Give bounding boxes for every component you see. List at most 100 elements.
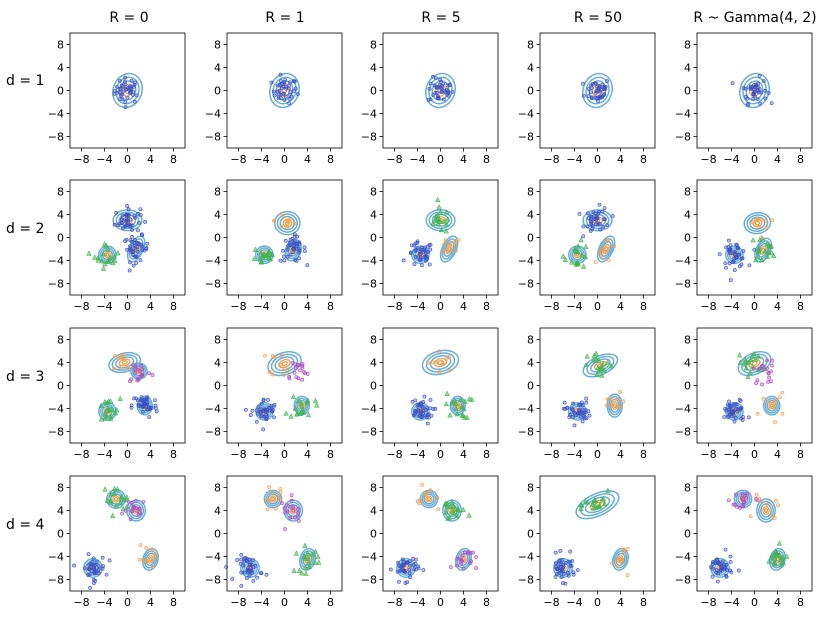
density-contour bbox=[138, 397, 152, 414]
data-point bbox=[577, 409, 581, 414]
plot-frame bbox=[382, 327, 499, 444]
data-point bbox=[395, 569, 400, 574]
data-point bbox=[442, 500, 449, 506]
data-point bbox=[578, 236, 584, 243]
data-point bbox=[280, 501, 284, 506]
density-contour-inner bbox=[425, 495, 433, 503]
data-point bbox=[302, 249, 307, 253]
data-point bbox=[760, 363, 765, 368]
data-point bbox=[144, 560, 149, 565]
y-tick-label: −4 bbox=[48, 551, 64, 564]
data-point bbox=[126, 499, 131, 504]
data-point bbox=[593, 355, 600, 362]
x-tick-label: 0 bbox=[124, 153, 131, 166]
y-tick-label: −8 bbox=[48, 574, 64, 587]
data-point bbox=[597, 202, 602, 207]
data-point bbox=[251, 558, 256, 563]
y-tick-label: 4 bbox=[527, 209, 534, 222]
y-tick-label: 4 bbox=[214, 209, 221, 222]
data-point bbox=[563, 581, 568, 586]
data-point bbox=[446, 90, 451, 95]
data-point bbox=[741, 415, 745, 419]
data-point bbox=[571, 572, 576, 577]
x-tick-label: 0 bbox=[437, 153, 444, 166]
data-point bbox=[411, 556, 416, 561]
data-point bbox=[720, 559, 725, 564]
data-point bbox=[410, 399, 415, 404]
data-point bbox=[129, 377, 134, 382]
data-point bbox=[428, 398, 433, 402]
y-tick-label: 4 bbox=[214, 62, 221, 75]
data-point bbox=[762, 248, 768, 254]
data-point bbox=[580, 263, 587, 269]
data-point bbox=[91, 556, 96, 561]
data-point bbox=[428, 97, 433, 102]
data-point bbox=[732, 256, 737, 261]
x-tick-label: 0 bbox=[594, 448, 601, 461]
x-tick-label: −8 bbox=[700, 448, 716, 461]
data-point bbox=[748, 84, 753, 89]
data-point bbox=[134, 261, 139, 265]
data-point bbox=[562, 400, 567, 405]
data-point bbox=[765, 249, 772, 255]
data-point bbox=[603, 217, 607, 222]
x-tick-label: 8 bbox=[170, 300, 177, 313]
data-point bbox=[123, 105, 128, 109]
data-point bbox=[98, 416, 105, 422]
data-point bbox=[434, 86, 439, 90]
data-point bbox=[257, 255, 263, 261]
panel-r2-c2: −8 −4 0 4 8 −8 −4 0 4 8 bbox=[205, 179, 343, 313]
panel-r4-c2: −8 −4 0 4 8 −8 −4 0 4 8 bbox=[205, 475, 343, 609]
data-point bbox=[750, 220, 755, 225]
density-contour bbox=[725, 245, 744, 265]
data-point bbox=[584, 353, 590, 359]
density-contour bbox=[756, 498, 776, 523]
data-point bbox=[136, 377, 140, 382]
row-labels: d = 1 d = 2 d = 3 d = 4 bbox=[6, 73, 45, 533]
data-point bbox=[427, 86, 432, 91]
data-point bbox=[279, 362, 284, 367]
data-point bbox=[724, 562, 729, 567]
data-point bbox=[578, 505, 584, 512]
data-point bbox=[309, 551, 316, 557]
data-point bbox=[108, 415, 114, 422]
y-tick-label: 0 bbox=[527, 232, 534, 245]
data-point bbox=[278, 72, 283, 77]
panel-grid: −8 −4 0 4 8 −8 −4 0 4 8 −8 −4 0 4 8 −8 −4 0 4 8 −8 −4 0 4 8 −8 −4 0… bbox=[48, 32, 813, 609]
x-tick-label: −4 bbox=[96, 448, 112, 461]
data-point bbox=[593, 350, 599, 356]
y-tick-label: −8 bbox=[675, 131, 691, 144]
data-point bbox=[412, 262, 417, 266]
y-tick-label: −8 bbox=[675, 574, 691, 587]
data-point bbox=[746, 415, 751, 420]
data-point bbox=[780, 411, 785, 416]
y-tick-label: −4 bbox=[361, 255, 377, 268]
data-point bbox=[400, 557, 405, 562]
data-point bbox=[594, 96, 599, 101]
data-point bbox=[270, 491, 275, 495]
data-point bbox=[153, 406, 158, 411]
plot-frame bbox=[696, 179, 813, 296]
data-point bbox=[138, 207, 143, 212]
panel-r2-c3: −8 −4 0 4 8 −8 −4 0 4 8 bbox=[361, 179, 499, 313]
data-point bbox=[261, 251, 267, 257]
data-point bbox=[272, 402, 277, 407]
y-tick-label: 0 bbox=[527, 528, 534, 541]
data-point bbox=[729, 570, 734, 575]
data-point bbox=[469, 396, 475, 402]
data-point bbox=[724, 265, 728, 270]
data-point bbox=[725, 415, 730, 419]
data-point bbox=[297, 241, 302, 246]
data-point bbox=[117, 97, 122, 101]
data-point bbox=[421, 249, 426, 254]
data-point bbox=[725, 568, 729, 572]
x-tick-label: −4 bbox=[566, 153, 582, 166]
data-point bbox=[123, 100, 128, 105]
data-point bbox=[132, 82, 137, 87]
data-point bbox=[134, 93, 139, 98]
y-tick-label: 0 bbox=[57, 528, 64, 541]
data-point bbox=[102, 260, 108, 267]
data-point bbox=[586, 94, 591, 98]
data-point bbox=[245, 568, 250, 572]
y-tick-label: 8 bbox=[684, 39, 691, 52]
